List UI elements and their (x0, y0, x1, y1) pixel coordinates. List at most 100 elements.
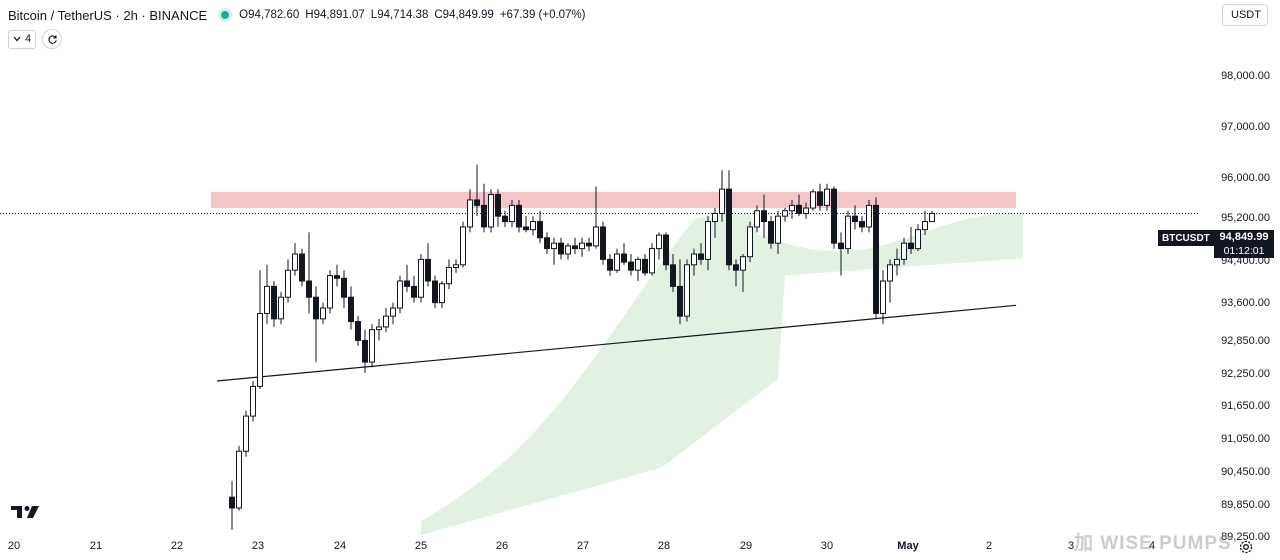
price-tick: 92,850.00 (1221, 335, 1270, 347)
candle-body (544, 237, 550, 250)
time-tick: 4 (1148, 540, 1156, 552)
candle-body (677, 285, 683, 317)
indicators-collapse-button[interactable]: 4 (8, 29, 37, 49)
candle-body (705, 221, 711, 260)
low-label: L (370, 9, 378, 21)
price-tick: 97,000.00 (1221, 121, 1270, 133)
candle-body (684, 264, 690, 317)
candle-body (327, 275, 333, 309)
time-tick: 22 (170, 540, 184, 552)
price-tick: 96,000.00 (1221, 172, 1270, 184)
ohlc-values: O 94,782.60 H 94,891.07 L 94,714.38 C 94,849… (239, 9, 585, 21)
refresh-button[interactable] (42, 29, 63, 49)
candle-body (565, 245, 571, 255)
candle-body (747, 226, 753, 258)
candle-body (383, 315, 389, 328)
candle-body (880, 280, 886, 314)
price-tick: 89,250.00 (1221, 531, 1270, 543)
chart-settings-button[interactable] (1238, 539, 1254, 560)
price-axis[interactable]: 98,000.00 97,000.00 96,000.00 95,200.00 … (1200, 0, 1280, 543)
candle-body (586, 242, 592, 247)
time-tick: 21 (89, 540, 103, 552)
candle-body (355, 321, 361, 341)
time-tick: 24 (333, 540, 347, 552)
tradingview-logo-icon[interactable] (10, 504, 40, 525)
time-tick: 20 (7, 540, 21, 552)
candle-body (537, 221, 543, 239)
candle-body (698, 253, 704, 260)
candle-body (761, 210, 767, 223)
price-chart[interactable] (0, 0, 1200, 535)
candle-body (803, 207, 809, 214)
change-value: +67.39 (+0.07%) (499, 9, 586, 21)
price-tick: 94,400.00 (1221, 255, 1270, 267)
price-tick: 90,450.00 (1221, 466, 1270, 478)
candle-body (467, 199, 473, 228)
candle-body (236, 450, 242, 509)
high-value: 94,891.07 (313, 9, 365, 21)
time-axis[interactable]: 20 21 22 23 24 25 26 27 28 29 30 May 2 3… (0, 535, 1200, 559)
candle-body (390, 307, 396, 317)
candle-body (341, 277, 347, 298)
candle-body (369, 329, 375, 363)
candle-body (418, 258, 424, 298)
watermark: 加 WISE PUMPS (1074, 533, 1232, 554)
close-value: 94,849.99 (442, 9, 494, 21)
candle-body (796, 204, 802, 214)
price-tick: 89,850.00 (1221, 499, 1270, 511)
candle-body (719, 188, 725, 214)
ichimoku-cloud (421, 213, 1023, 535)
candle-body (782, 210, 788, 217)
candle-body (845, 215, 851, 250)
price-tick: 93,600.00 (1221, 297, 1270, 309)
candle-body (313, 296, 319, 320)
price-tick: 92,250.00 (1221, 368, 1270, 380)
candle-body (873, 204, 879, 314)
candle-body (922, 221, 928, 231)
candle-body (488, 194, 494, 228)
candle-body (299, 253, 305, 282)
bar-countdown: 01:12:01 (1223, 245, 1265, 257)
candle-body (726, 188, 732, 266)
candle-body (306, 280, 312, 298)
candle-body (754, 210, 760, 228)
candle-body (334, 275, 340, 279)
refresh-icon (48, 34, 57, 44)
candle-body (600, 226, 606, 260)
price-tick: 95,200.00 (1221, 212, 1270, 224)
currency-selector[interactable]: USDT (1222, 4, 1268, 26)
candle-body (642, 258, 648, 274)
candle-body (670, 264, 676, 287)
candle-body (481, 204, 487, 228)
last-price: 94,849.99 (1219, 231, 1269, 243)
time-tick: 23 (251, 540, 265, 552)
candle-body (495, 194, 501, 217)
candle-body (278, 296, 284, 320)
legend-controls: 4 (8, 29, 63, 49)
candle-body (908, 242, 914, 250)
time-tick: 25 (414, 540, 428, 552)
candle-body (411, 285, 417, 298)
candle-body (432, 280, 438, 304)
indicator-count: 4 (25, 33, 32, 45)
candle-body (656, 234, 662, 250)
candle-body (271, 285, 277, 320)
candle-body (572, 245, 578, 250)
candle-body (579, 242, 585, 250)
time-tick: 26 (495, 540, 509, 552)
open-value: 94,782.60 (248, 9, 300, 21)
candle-body (264, 285, 270, 314)
candle-body (838, 242, 844, 250)
candle-body (691, 253, 697, 266)
candle-body (901, 242, 907, 260)
candle-body (320, 307, 326, 320)
symbol-title[interactable]: Bitcoin / TetherUS · 2h · BINANCE (8, 7, 208, 23)
chart-legend: Bitcoin / TetherUS · 2h · BINANCE O 94,78… (8, 5, 586, 25)
candle-body (229, 496, 235, 509)
market-status-dot (221, 11, 230, 19)
candle-body (439, 283, 445, 304)
time-tick: 30 (820, 540, 834, 552)
low-value: 94,714.38 (377, 9, 429, 21)
candle-body (817, 191, 823, 206)
candle-body (397, 280, 403, 309)
